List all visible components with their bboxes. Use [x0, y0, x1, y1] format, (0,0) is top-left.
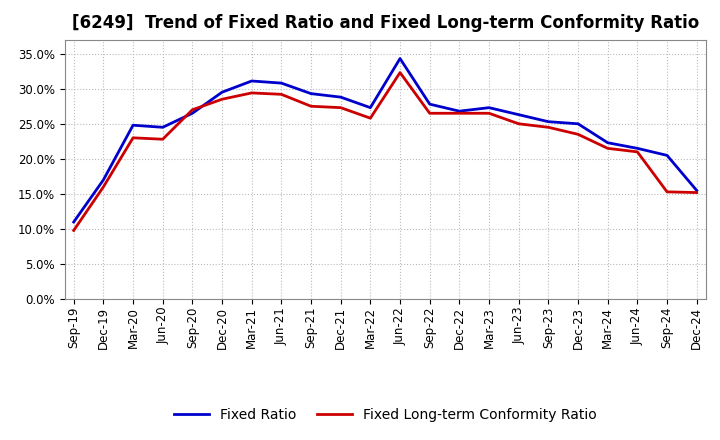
Fixed Ratio	[603, 140, 612, 145]
Fixed Ratio	[277, 81, 286, 86]
Fixed Ratio	[662, 153, 671, 158]
Fixed Ratio	[544, 119, 553, 125]
Fixed Ratio	[248, 78, 256, 84]
Fixed Ratio	[693, 188, 701, 193]
Fixed Ratio	[366, 105, 374, 110]
Fixed Long-term Conformity Ratio	[248, 90, 256, 95]
Fixed Long-term Conformity Ratio	[129, 135, 138, 140]
Fixed Long-term Conformity Ratio	[217, 97, 226, 102]
Fixed Long-term Conformity Ratio	[366, 116, 374, 121]
Line: Fixed Ratio: Fixed Ratio	[73, 59, 697, 222]
Fixed Long-term Conformity Ratio	[662, 189, 671, 194]
Fixed Ratio	[188, 110, 197, 116]
Fixed Long-term Conformity Ratio	[99, 184, 108, 190]
Fixed Long-term Conformity Ratio	[574, 132, 582, 137]
Fixed Ratio	[307, 91, 315, 96]
Fixed Ratio	[129, 123, 138, 128]
Fixed Long-term Conformity Ratio	[693, 190, 701, 195]
Fixed Long-term Conformity Ratio	[426, 110, 434, 116]
Fixed Ratio	[455, 109, 464, 114]
Fixed Ratio	[69, 220, 78, 225]
Fixed Long-term Conformity Ratio	[396, 70, 405, 75]
Fixed Long-term Conformity Ratio	[336, 105, 345, 110]
Fixed Long-term Conformity Ratio	[455, 110, 464, 116]
Fixed Ratio	[99, 177, 108, 183]
Fixed Ratio	[336, 95, 345, 100]
Fixed Ratio	[633, 146, 642, 151]
Fixed Ratio	[574, 121, 582, 126]
Fixed Ratio	[217, 90, 226, 95]
Fixed Long-term Conformity Ratio	[633, 149, 642, 154]
Fixed Ratio	[514, 112, 523, 117]
Fixed Ratio	[426, 102, 434, 107]
Fixed Long-term Conformity Ratio	[277, 92, 286, 97]
Fixed Long-term Conformity Ratio	[603, 146, 612, 151]
Fixed Ratio	[396, 56, 405, 61]
Fixed Long-term Conformity Ratio	[69, 228, 78, 233]
Line: Fixed Long-term Conformity Ratio: Fixed Long-term Conformity Ratio	[73, 73, 697, 231]
Fixed Ratio	[485, 105, 493, 110]
Fixed Long-term Conformity Ratio	[188, 107, 197, 112]
Fixed Long-term Conformity Ratio	[514, 121, 523, 126]
Fixed Long-term Conformity Ratio	[158, 136, 167, 142]
Title: [6249]  Trend of Fixed Ratio and Fixed Long-term Conformity Ratio: [6249] Trend of Fixed Ratio and Fixed Lo…	[71, 15, 699, 33]
Fixed Long-term Conformity Ratio	[485, 110, 493, 116]
Fixed Long-term Conformity Ratio	[544, 125, 553, 130]
Fixed Long-term Conformity Ratio	[307, 103, 315, 109]
Legend: Fixed Ratio, Fixed Long-term Conformity Ratio: Fixed Ratio, Fixed Long-term Conformity …	[168, 402, 602, 427]
Fixed Ratio	[158, 125, 167, 130]
